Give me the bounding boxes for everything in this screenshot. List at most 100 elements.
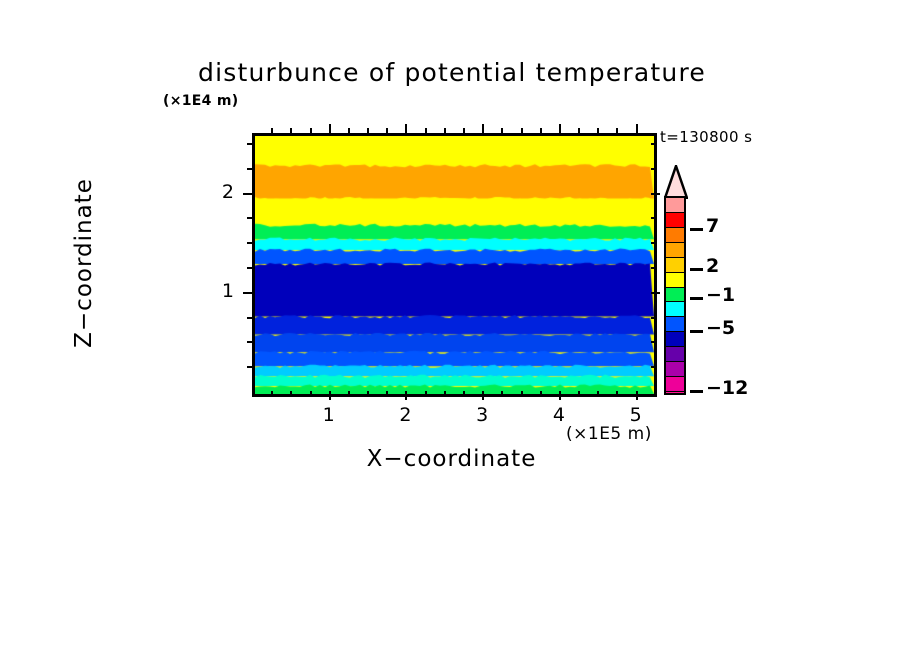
x-minor-tick (367, 391, 370, 396)
colorbar-band (666, 241, 684, 257)
x-minor-tick-top (578, 128, 581, 133)
y-axis-title: Z−coordinate (71, 178, 97, 348)
y-minor-tick (247, 167, 252, 170)
x-minor-tick-top (424, 128, 427, 133)
y-minor-tick (247, 242, 252, 245)
x-minor-tick (463, 391, 465, 396)
y-minor-tick (247, 316, 252, 319)
x-major-tick-top (558, 124, 561, 133)
y-tick-label: 2 (221, 180, 234, 203)
y-axis-unit-label: (×1E4 m) (163, 93, 239, 109)
x-minor-tick (616, 391, 619, 396)
y-minor-tick (247, 142, 252, 145)
contour-plot-area (252, 133, 657, 397)
colorbar-tick (690, 330, 703, 333)
y-major-tick (243, 192, 252, 195)
y-minor-tick-right (651, 316, 656, 319)
y-major-tick-right (651, 192, 660, 195)
x-minor-tick (424, 391, 427, 396)
y-minor-tick (247, 217, 252, 220)
colorbar-tick (690, 228, 703, 231)
colorbar-tick (690, 297, 703, 300)
x-minor-tick (271, 391, 274, 396)
colorbar-band (666, 390, 684, 393)
colorbar-tick-label: −12 (706, 377, 749, 399)
x-minor-tick-top (309, 128, 312, 133)
x-minor-tick-top (463, 128, 465, 133)
colorbar-tick-label: 7 (706, 215, 720, 237)
x-major-tick-top (482, 124, 485, 133)
colorbar-band (666, 361, 684, 377)
colorbar-band (666, 256, 684, 272)
colorbar-tick-label: −1 (706, 284, 736, 306)
x-major-tick (558, 391, 561, 400)
x-minor-tick (520, 391, 523, 396)
x-tick-label: 2 (399, 404, 412, 426)
x-minor-tick (386, 391, 389, 396)
colorbar-extend-arrow-icon (664, 165, 688, 199)
colorbar-band (666, 316, 684, 332)
x-minor-tick (539, 391, 542, 396)
x-major-tick-top (328, 124, 331, 133)
x-tick-label: 4 (552, 404, 565, 426)
colorbar-tick (690, 268, 703, 271)
x-minor-tick-top (539, 128, 542, 133)
x-minor-tick (347, 391, 350, 396)
x-major-tick (482, 391, 485, 400)
y-major-tick (243, 291, 252, 294)
x-minor-tick (443, 391, 446, 396)
colorbar-band (666, 198, 684, 212)
x-minor-tick (290, 391, 293, 396)
y-minor-tick-right (651, 341, 656, 344)
x-minor-tick-top (520, 128, 523, 133)
y-minor-tick-right (651, 217, 656, 220)
x-major-tick (635, 391, 638, 400)
x-axis-unit-label: (×1E5 m) (566, 424, 652, 444)
y-major-tick-right (651, 291, 660, 294)
x-minor-tick-top (290, 128, 293, 133)
x-minor-tick-top (386, 128, 389, 133)
x-tick-label: 5 (629, 404, 642, 426)
x-major-tick (328, 391, 331, 400)
x-tick-label: 3 (476, 404, 489, 426)
colorbar-tick (690, 390, 703, 393)
x-minor-tick-top (347, 128, 350, 133)
x-minor-tick (578, 391, 581, 396)
y-tick-label: 1 (221, 279, 234, 302)
contour-field-canvas (255, 136, 654, 394)
x-major-tick-top (635, 124, 638, 133)
y-minor-tick-right (651, 242, 656, 245)
y-minor-tick-right (651, 366, 656, 369)
colorbar-band (666, 346, 684, 362)
x-minor-tick-top (501, 128, 504, 133)
colorbar-band (666, 301, 684, 317)
y-minor-tick (247, 266, 252, 269)
x-minor-tick (309, 391, 312, 396)
x-minor-tick (597, 391, 600, 396)
x-minor-tick-top (443, 128, 446, 133)
colorbar-band (666, 286, 684, 302)
x-major-tick-top (405, 124, 408, 133)
page-title: disturbunce of potential temperature (198, 58, 706, 87)
colorbar-band (666, 271, 684, 287)
y-minor-tick-right (651, 142, 656, 145)
time-annotation: t=130800 s (660, 128, 753, 146)
colorbar-band-stack (664, 196, 686, 395)
x-minor-tick-top (597, 128, 600, 133)
x-minor-tick-top (616, 128, 619, 133)
y-minor-tick (247, 341, 252, 344)
colorbar-tick-label: −5 (706, 317, 736, 339)
y-minor-tick-right (651, 266, 656, 269)
colorbar-band (666, 226, 684, 242)
colorbar-band (666, 211, 684, 227)
colorbar-band (666, 376, 684, 391)
x-minor-tick (501, 391, 504, 396)
colorbar: 7 2 −1 −5 −12 (660, 160, 780, 400)
x-minor-tick-top (271, 128, 274, 133)
colorbar-tick-label: 2 (706, 255, 720, 277)
x-major-tick (405, 391, 408, 400)
x-tick-label: 1 (322, 404, 335, 426)
colorbar-band (666, 331, 684, 347)
x-minor-tick-top (367, 128, 370, 133)
y-minor-tick (247, 366, 252, 369)
